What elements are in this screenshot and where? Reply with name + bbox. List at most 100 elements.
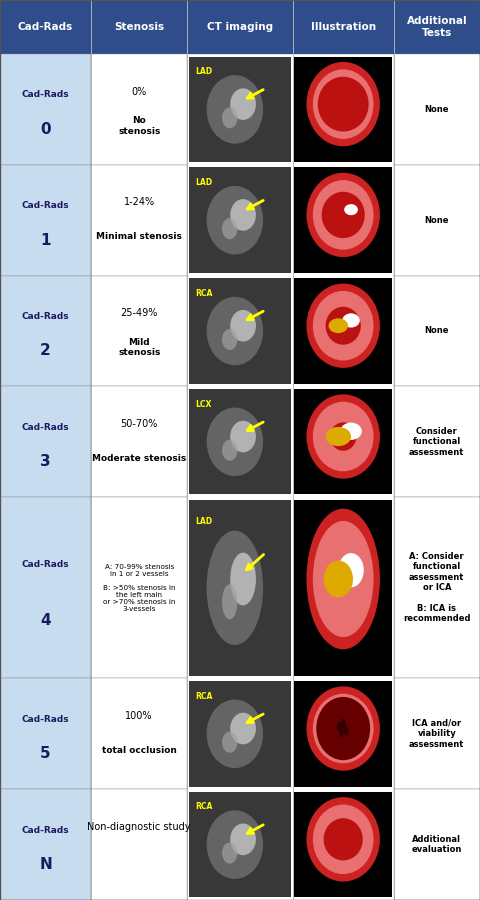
- Ellipse shape: [206, 810, 263, 879]
- Ellipse shape: [324, 818, 363, 860]
- Ellipse shape: [230, 824, 256, 855]
- Text: LCX: LCX: [195, 400, 211, 409]
- Text: N: N: [39, 857, 52, 872]
- Text: 2: 2: [40, 344, 51, 358]
- Ellipse shape: [307, 508, 380, 649]
- Text: Cad-Rads: Cad-Rads: [22, 423, 70, 432]
- Text: 100%: 100%: [125, 711, 153, 721]
- Ellipse shape: [307, 687, 380, 770]
- Ellipse shape: [206, 408, 263, 476]
- Bar: [189, 792, 291, 897]
- Text: ICA and/or
viability
assessment: ICA and/or viability assessment: [409, 719, 465, 749]
- Bar: [91, 275, 187, 386]
- Bar: [0, 386, 91, 497]
- Bar: [189, 500, 291, 676]
- Bar: [189, 167, 291, 273]
- Text: Cad-Rads: Cad-Rads: [22, 312, 70, 321]
- Text: 0: 0: [40, 122, 51, 137]
- Bar: [294, 500, 392, 676]
- Bar: [0, 54, 91, 165]
- Text: Consider
functional
assessment: Consider functional assessment: [409, 427, 465, 456]
- Circle shape: [337, 722, 342, 731]
- Bar: [394, 0, 480, 54]
- Text: LAD: LAD: [195, 68, 212, 76]
- Ellipse shape: [313, 69, 373, 139]
- Text: Illustration: Illustration: [311, 22, 376, 32]
- Bar: [294, 681, 392, 787]
- Text: A: Consider
functional
assessment
or ICA

B: ICA is
recommended: A: Consider functional assessment or ICA…: [403, 552, 470, 624]
- Ellipse shape: [206, 186, 263, 255]
- Bar: [0, 679, 91, 789]
- Ellipse shape: [340, 423, 362, 440]
- Text: 4: 4: [40, 613, 51, 628]
- Ellipse shape: [330, 422, 357, 451]
- Text: CT imaging: CT imaging: [207, 22, 273, 32]
- Ellipse shape: [338, 554, 364, 588]
- Circle shape: [344, 726, 348, 735]
- Ellipse shape: [222, 440, 238, 461]
- Ellipse shape: [318, 76, 369, 131]
- Text: RCA: RCA: [195, 289, 212, 298]
- Ellipse shape: [335, 563, 352, 595]
- Ellipse shape: [230, 310, 256, 341]
- Ellipse shape: [230, 713, 256, 744]
- Text: 5: 5: [40, 746, 51, 761]
- Text: LAD: LAD: [195, 518, 212, 526]
- Ellipse shape: [230, 420, 256, 453]
- Text: 1: 1: [40, 232, 51, 248]
- Ellipse shape: [206, 75, 263, 144]
- Ellipse shape: [325, 307, 361, 345]
- Ellipse shape: [344, 204, 358, 215]
- Bar: [187, 0, 293, 54]
- Bar: [91, 497, 187, 679]
- Bar: [294, 792, 392, 897]
- Bar: [0, 0, 91, 54]
- Bar: [189, 278, 291, 383]
- Bar: [394, 165, 480, 275]
- Ellipse shape: [222, 328, 238, 350]
- Ellipse shape: [313, 291, 373, 361]
- Text: None: None: [424, 105, 449, 114]
- Text: Cad-Rads: Cad-Rads: [22, 560, 70, 569]
- Text: Cad-Rads: Cad-Rads: [22, 825, 70, 834]
- Ellipse shape: [307, 797, 380, 881]
- Ellipse shape: [222, 732, 238, 752]
- Ellipse shape: [307, 394, 380, 479]
- Bar: [0, 165, 91, 275]
- Text: None: None: [424, 216, 449, 225]
- Bar: [91, 679, 187, 789]
- Bar: [394, 679, 480, 789]
- Bar: [91, 0, 187, 54]
- Ellipse shape: [230, 199, 256, 230]
- Text: Cad-Rads: Cad-Rads: [22, 715, 70, 724]
- Ellipse shape: [206, 531, 263, 645]
- Text: RCA: RCA: [195, 803, 212, 812]
- Text: Moderate stenosis: Moderate stenosis: [92, 454, 186, 463]
- Bar: [189, 389, 291, 494]
- Ellipse shape: [313, 521, 373, 637]
- Ellipse shape: [230, 88, 256, 120]
- Text: Minimal stenosis: Minimal stenosis: [96, 232, 182, 241]
- Ellipse shape: [307, 284, 380, 368]
- Text: No
stenosis: No stenosis: [118, 116, 160, 136]
- Text: LAD: LAD: [195, 178, 212, 187]
- Text: Additional
evaluation: Additional evaluation: [412, 835, 462, 854]
- Text: 3: 3: [40, 454, 51, 469]
- Bar: [394, 54, 480, 165]
- Ellipse shape: [324, 561, 353, 598]
- Text: Cad-Rads: Cad-Rads: [18, 22, 73, 32]
- Text: None: None: [424, 327, 449, 336]
- Ellipse shape: [222, 842, 238, 864]
- Ellipse shape: [316, 697, 370, 760]
- Ellipse shape: [313, 694, 373, 763]
- Ellipse shape: [230, 553, 256, 606]
- Text: 50-70%: 50-70%: [120, 419, 158, 429]
- Text: RCA: RCA: [195, 691, 212, 700]
- Bar: [394, 275, 480, 386]
- Ellipse shape: [328, 319, 348, 333]
- Bar: [0, 789, 91, 900]
- Text: 0%: 0%: [132, 86, 147, 96]
- Bar: [91, 386, 187, 497]
- Text: 25-49%: 25-49%: [120, 309, 158, 319]
- Bar: [293, 0, 394, 54]
